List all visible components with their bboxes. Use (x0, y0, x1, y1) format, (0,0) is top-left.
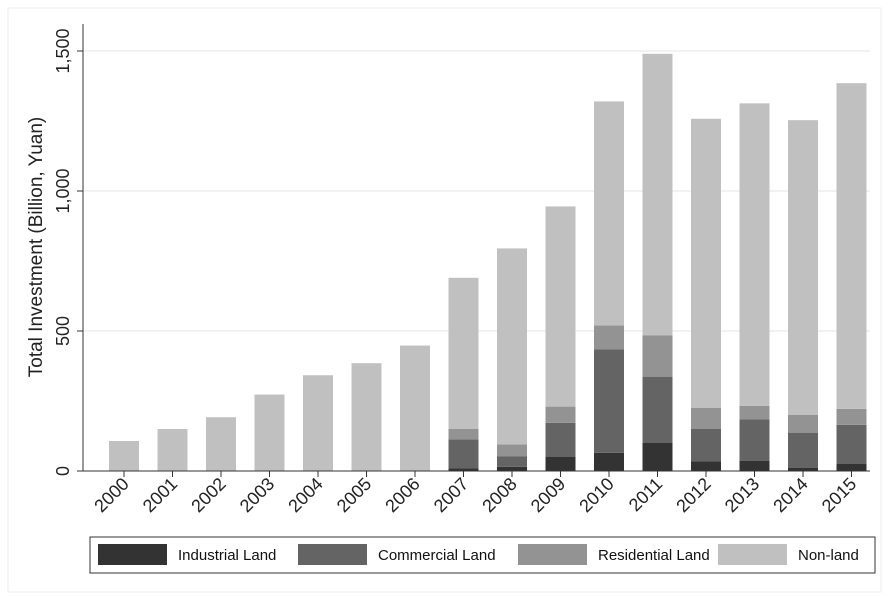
bar-commercial-land-2010 (594, 349, 624, 453)
bar-residential-land-2008 (497, 444, 527, 457)
y-tick-label: 1,500 (53, 28, 73, 73)
bar-non-land-2007 (448, 277, 479, 429)
bar-commercial-land-2012 (691, 429, 721, 462)
bar-residential-land-2011 (642, 335, 673, 377)
bar-residential-land-2009 (545, 406, 576, 423)
bar-non-land-2015 (836, 83, 867, 409)
legend-swatch-non-land (718, 544, 787, 565)
legend-label-non-land: Non-land (798, 547, 859, 564)
legend: Industrial Land Commercial Land Residentia… (89, 536, 876, 574)
y-tick-label: 1,000 (53, 168, 73, 213)
legend-label-industrial-land: Industrial Land (178, 547, 276, 564)
legend-swatch-residential-land (518, 544, 587, 565)
bar-industrial-land-2011 (642, 443, 673, 471)
bar-non-land-2003 (254, 394, 285, 471)
bar-commercial-land-2014 (788, 432, 818, 468)
bar-residential-land-2014 (788, 415, 818, 433)
bar-industrial-land-2012 (691, 461, 721, 471)
bars (109, 53, 867, 471)
bar-residential-land-2007 (448, 429, 479, 440)
bar-non-land-2000 (109, 441, 139, 471)
bar-industrial-land-2007 (448, 468, 479, 471)
bar-non-land-2012 (691, 118, 721, 408)
bar-non-land-2001 (157, 429, 188, 471)
bar-residential-land-2012 (691, 408, 721, 429)
bar-non-land-2008 (497, 248, 527, 445)
bar-non-land-2010 (594, 101, 624, 326)
bar-commercial-land-2011 (642, 376, 673, 443)
bar-industrial-land-2008 (497, 466, 527, 471)
bar-residential-land-2010 (594, 325, 624, 350)
bar-residential-land-2015 (836, 408, 867, 425)
bar-commercial-land-2007 (448, 439, 479, 469)
bar-industrial-land-2010 (594, 452, 624, 471)
bar-non-land-2013 (739, 103, 770, 406)
bar-commercial-land-2009 (545, 422, 576, 457)
bar-residential-land-2013 (739, 405, 770, 420)
bar-non-land-2006 (400, 345, 430, 471)
legend-swatch-industrial-land (98, 544, 167, 565)
bar-non-land-2004 (303, 375, 333, 471)
bar-commercial-land-2008 (497, 456, 527, 467)
bar-commercial-land-2015 (836, 424, 867, 464)
bar-commercial-land-2013 (739, 419, 770, 461)
bar-non-land-2014 (788, 120, 818, 415)
bar-industrial-land-2015 (836, 464, 867, 471)
y-tick-label: 500 (53, 316, 73, 346)
bar-industrial-land-2013 (739, 460, 770, 471)
bar-industrial-land-2009 (545, 457, 576, 471)
y-axis-title: Total Investment (Billion, Yuan) (26, 117, 47, 378)
bar-industrial-land-2014 (788, 467, 818, 471)
chart-background (7, 7, 882, 593)
y-tick-label: 0 (53, 466, 73, 476)
bar-non-land-2011 (642, 53, 673, 336)
bar-non-land-2002 (206, 417, 236, 471)
legend-swatch-commercial-land (298, 544, 367, 565)
legend-label-residential-land: Residential Land (598, 547, 710, 564)
legend-label-commercial-land: Commercial Land (378, 547, 496, 564)
bar-non-land-2005 (351, 363, 382, 471)
bar-non-land-2009 (545, 206, 576, 407)
